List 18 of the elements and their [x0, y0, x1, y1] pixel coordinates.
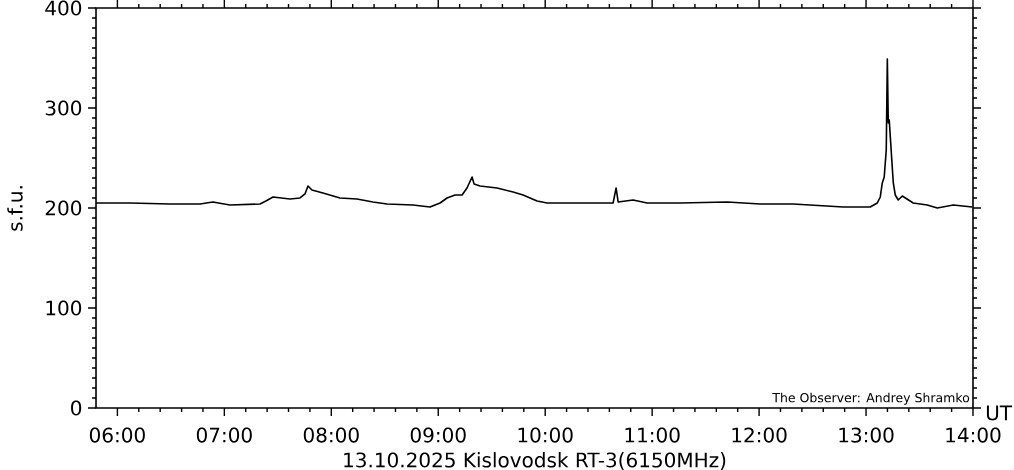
y-tick-label: 100: [46, 300, 82, 316]
x-tick-label: 10:00: [518, 427, 573, 443]
annotation: The Observer: Andrey Shramko: [772, 392, 970, 405]
x-tick-label: 12:00: [732, 427, 787, 443]
y-axis-title: s.f.u.: [7, 186, 23, 231]
x-tick-label: 13:00: [839, 427, 894, 443]
y-tick-label: 0: [71, 400, 82, 416]
x-axis-title: 13.10.2025 Kislovodsk RT-3(6150MHz): [344, 452, 726, 470]
x-tick-label: 11:00: [625, 427, 680, 443]
text: UT: [986, 405, 1013, 421]
y-tick-label: 200: [45, 200, 82, 216]
y-tick-label: 300: [45, 100, 82, 116]
x-tick-label: 09:00: [410, 427, 466, 443]
x-tick-label: 14:00: [946, 427, 1001, 443]
y-tick-label: 400: [45, 0, 82, 16]
x-tick-label: 07:00: [196, 427, 252, 443]
x-tick-label: 06:00: [89, 427, 145, 443]
x-tick-label: 08:00: [303, 427, 359, 443]
